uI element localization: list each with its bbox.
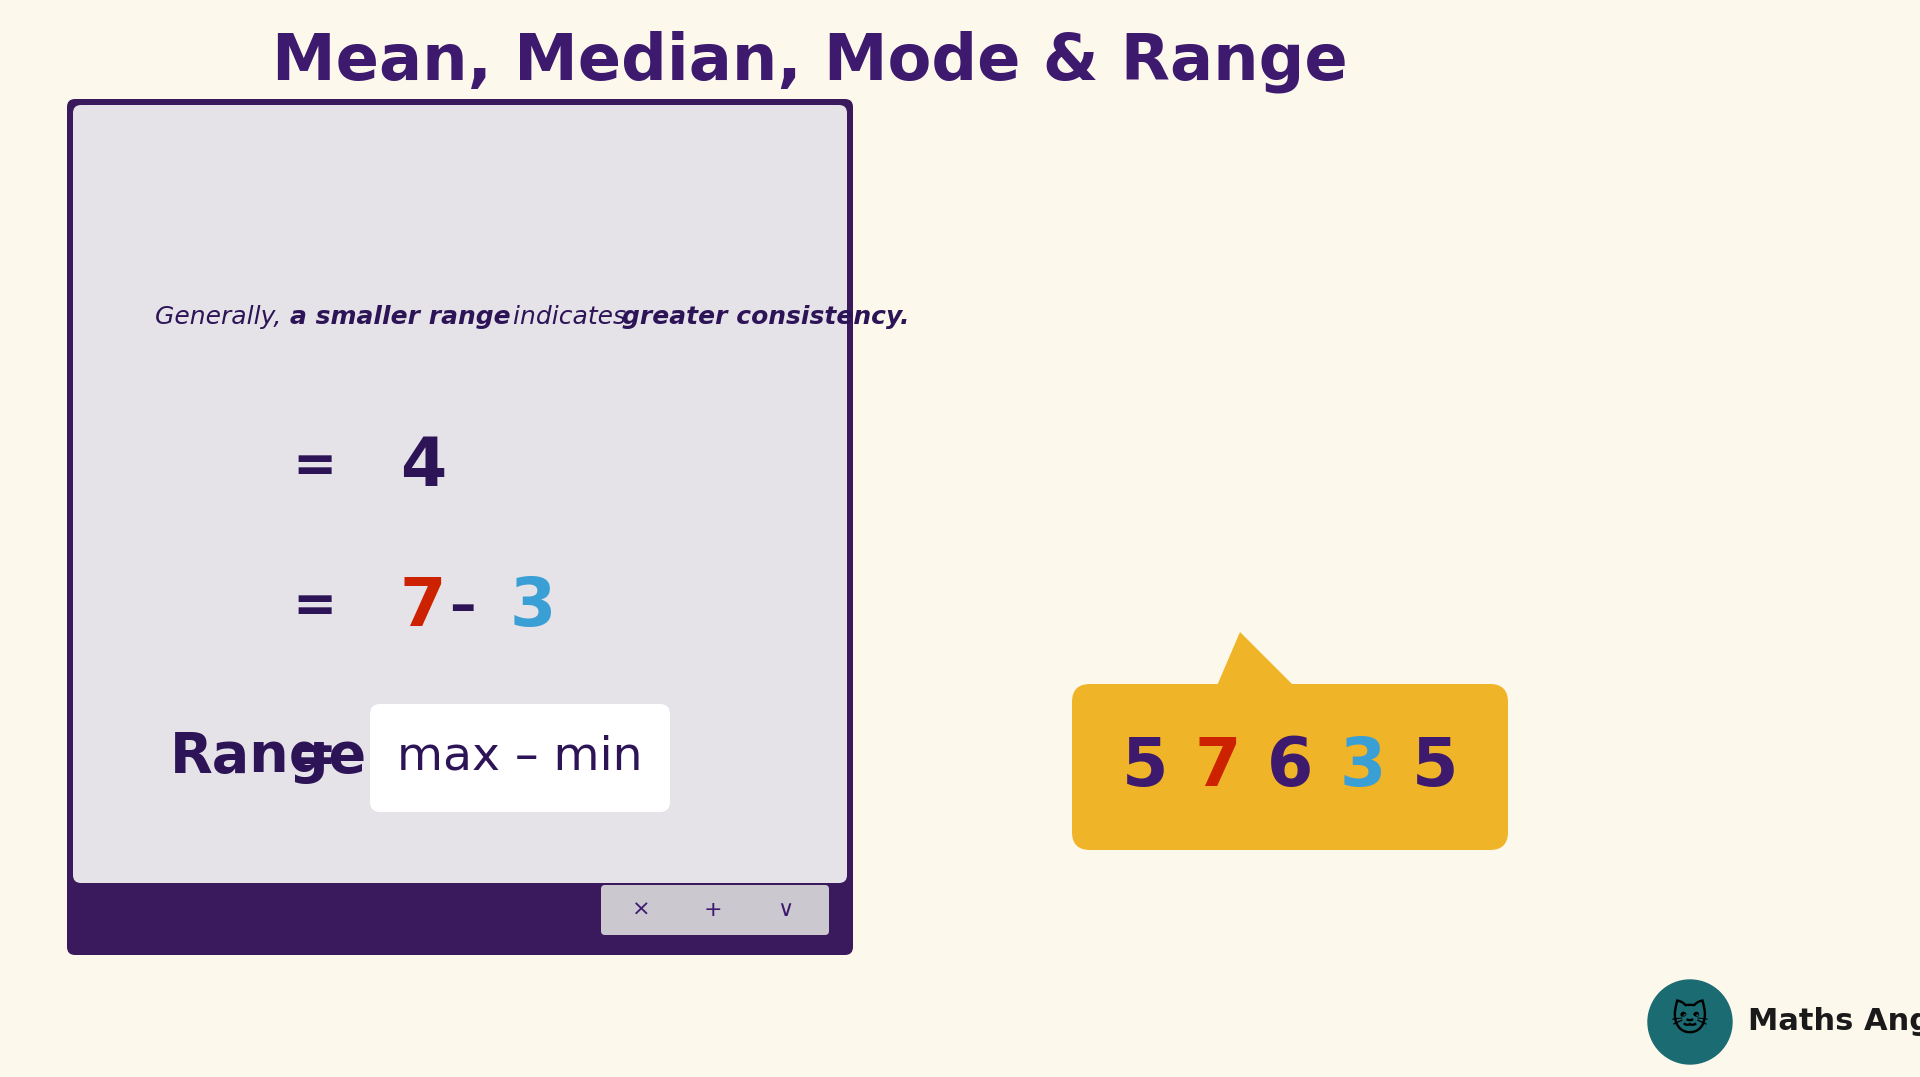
Text: =: = — [294, 731, 338, 783]
FancyBboxPatch shape — [73, 104, 847, 883]
Text: Mean, Median, Mode & Range: Mean, Median, Mode & Range — [273, 31, 1348, 94]
Text: 3: 3 — [511, 574, 557, 640]
Text: a smaller range: a smaller range — [290, 305, 511, 328]
Circle shape — [1647, 980, 1732, 1064]
Text: greater consistency.: greater consistency. — [622, 305, 910, 328]
Text: 7: 7 — [399, 574, 445, 640]
Text: 4: 4 — [399, 434, 445, 500]
FancyBboxPatch shape — [371, 704, 670, 812]
FancyBboxPatch shape — [1071, 684, 1507, 850]
Text: –: – — [449, 581, 476, 633]
Text: Generally,: Generally, — [156, 305, 290, 328]
Text: ∨: ∨ — [778, 900, 793, 920]
Text: indicates: indicates — [505, 305, 634, 328]
Polygon shape — [1210, 632, 1309, 702]
Text: max – min: max – min — [397, 735, 643, 780]
Text: =: = — [294, 581, 338, 633]
Text: 🐱: 🐱 — [1670, 1005, 1709, 1039]
Text: =: = — [294, 440, 338, 493]
FancyBboxPatch shape — [601, 885, 829, 935]
Text: Range: Range — [171, 730, 367, 784]
FancyBboxPatch shape — [67, 99, 852, 955]
Text: 7: 7 — [1194, 735, 1240, 800]
Text: 6: 6 — [1267, 735, 1313, 800]
Text: ×: × — [632, 900, 651, 920]
Text: +: + — [705, 900, 722, 920]
Text: 5: 5 — [1413, 735, 1459, 800]
Text: 5: 5 — [1121, 735, 1167, 800]
Text: 3: 3 — [1340, 735, 1386, 800]
Text: Maths Angel: Maths Angel — [1747, 1007, 1920, 1036]
